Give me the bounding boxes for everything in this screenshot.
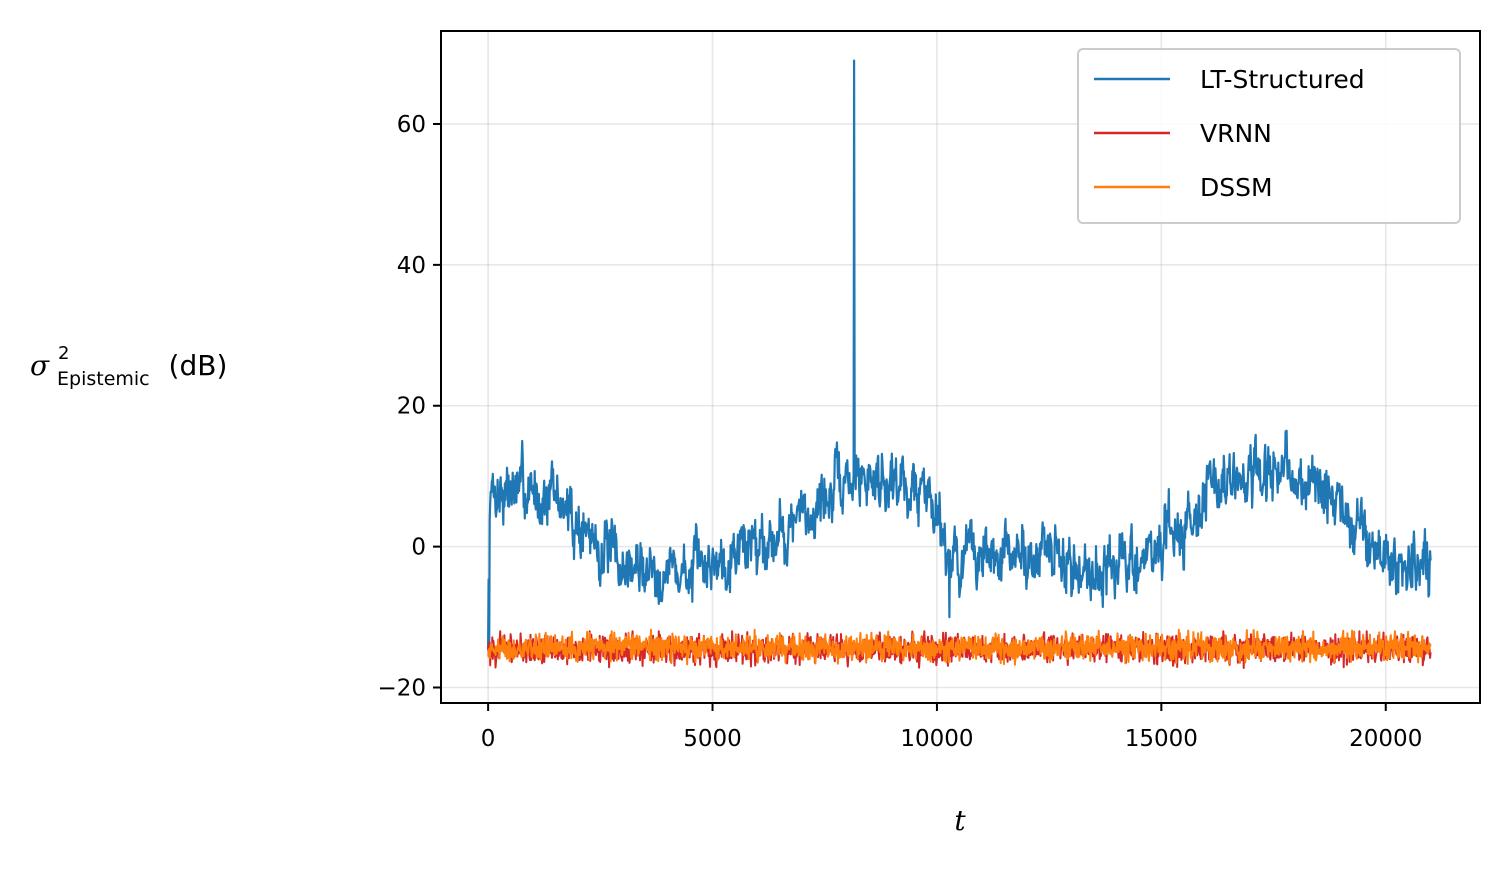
series-line-lt-structured [487, 59, 1432, 650]
y-tick-label: 60 [397, 112, 426, 138]
x-tick-label: 15000 [1125, 726, 1198, 752]
series-line-dssm [487, 628, 1432, 666]
y-tick-label: 40 [397, 253, 426, 279]
legend: LT-Structured VRNN DSSM [1077, 48, 1461, 224]
legend-label-lt-structured: LT-Structured [1200, 65, 1365, 94]
y-axis-label-unit: (dB) [169, 349, 228, 382]
y-axis-label: σ 2 Epistemic (dB) [30, 333, 227, 392]
y-tick-label: −20 [377, 676, 426, 702]
y-axis-label-symbol: σ [30, 349, 50, 382]
x-tick-label: 10000 [900, 726, 973, 752]
legend-label-dssm: DSSM [1200, 173, 1273, 202]
x-tick-label: 20000 [1349, 726, 1422, 752]
y-axis-label-subscript: Epistemic [57, 368, 150, 390]
series-layer [487, 59, 1432, 669]
legend-box [1077, 48, 1461, 224]
x-axis-label: t [954, 804, 966, 837]
plot-frame [440, 30, 1481, 704]
y-axis-label-superscript: 2 [58, 343, 69, 364]
x-tick-label: 5000 [683, 726, 742, 752]
x-axis-ticks: 0 5000 10000 15000 20000 [481, 703, 1422, 752]
y-tick-label: 20 [397, 394, 426, 420]
y-tick-label: 0 [411, 535, 426, 561]
y-axis-ticks: −20 0 20 40 60 [377, 112, 441, 702]
legend-label-vrnn: VRNN [1200, 119, 1272, 148]
x-tick-label: 0 [481, 726, 496, 752]
